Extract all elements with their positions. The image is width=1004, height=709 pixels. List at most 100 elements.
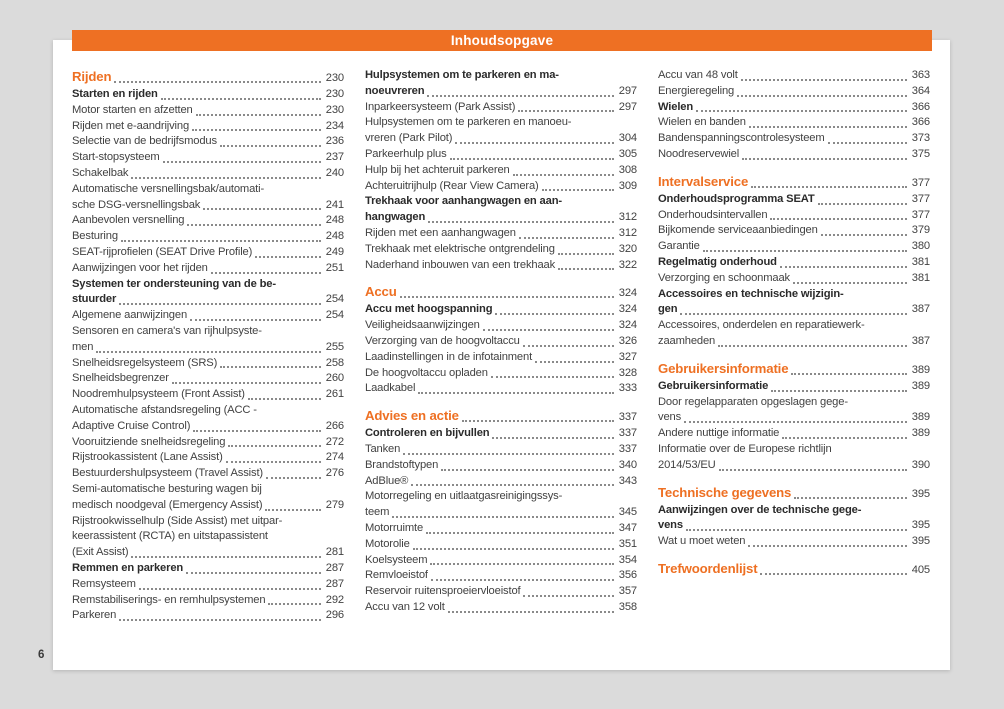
toc-entry-line: Verzorging van de hoogvoltaccu 326: [365, 334, 637, 350]
toc-page-number: 366: [911, 100, 930, 113]
toc-entry-line: sche DSG-versnellingsbak 241: [72, 198, 344, 214]
toc-leader-dots: [512, 173, 614, 176]
toc-entry-label: Advies en actie: [365, 408, 459, 424]
toc-entry-label: Noodremhulpsysteem (Front Assist): [72, 388, 245, 401]
toc-leader-dots: [557, 252, 614, 255]
toc-leader-dots: [820, 234, 907, 237]
toc-entry: Snelheidsregelsysteem (SRS) 258: [72, 356, 344, 372]
toc-page-number: 380: [911, 240, 930, 253]
toc-entry: Brandstoftypen 340: [365, 458, 637, 474]
toc-entry: Rijstrookwisselhulp (Side Assist) met ui…: [72, 514, 344, 561]
toc-leader-dots: [742, 157, 907, 160]
toc-leader-dots: [160, 97, 321, 100]
toc-page-number: 375: [911, 147, 930, 160]
toc-leader-dots: [403, 452, 614, 455]
toc-page-number: 254: [325, 309, 344, 322]
toc-page-number: 258: [325, 356, 344, 369]
toc-leader-dots: [792, 281, 907, 284]
toc-entry-label: vens: [658, 519, 683, 532]
toc-entry-line: Vooruitziende snelheidsregeling 272: [72, 435, 344, 451]
toc-entry: Technische gegevens 395: [658, 484, 930, 503]
toc-leader-dots: [718, 344, 907, 347]
toc-page-number: 337: [618, 442, 637, 455]
toc-entry-label: Brandstoftypen: [365, 458, 439, 471]
toc-entry-line: Achteruitrijhulp (Rear View Camera) 309: [365, 179, 637, 195]
toc-leader-dots: [541, 189, 614, 192]
toc-entry-line: (Exit Assist) 281: [72, 545, 344, 561]
toc-entry-line: Gebruikersinformatie 389: [658, 379, 930, 395]
toc-page-number: 266: [325, 419, 344, 432]
toc-entry-label: Remstabiliserings- en remhulpsystemen: [72, 593, 266, 606]
toc-page-number: 324: [618, 319, 637, 332]
toc-entry-label: (Exit Assist): [72, 546, 129, 559]
toc-leader-dots: [441, 468, 614, 471]
toc-leader-dots: [817, 202, 907, 205]
toc-leader-dots: [771, 389, 907, 392]
toc-page-number: 358: [618, 600, 637, 613]
toc-leader-dots: [418, 392, 614, 395]
toc-entry: Wat u moet weten 395: [658, 534, 930, 550]
toc-entry: Sensoren en camera's van rijhulpsyste-me…: [72, 324, 344, 356]
toc-entry-line: 2014/53/EU 390: [658, 458, 930, 474]
toc-entry-label: Andere nuttige informatie: [658, 427, 780, 440]
toc-page-number: 297: [618, 100, 637, 113]
toc-entry-label: Rijden met een aanhangwagen: [365, 226, 516, 239]
toc-leader-dots: [171, 382, 321, 385]
toc-entry: Aanbevolen versnelling 248: [72, 213, 344, 229]
toc-entry-line: noeuvreren 297: [365, 84, 637, 100]
toc-entry-line: Noodreservewiel 375: [658, 147, 930, 163]
toc-leader-dots: [782, 436, 907, 439]
toc-entry-line: Koelsysteem 354: [365, 553, 637, 569]
toc-leader-dots: [225, 461, 321, 464]
toc-entry-label: Snelheidsbegrenzer: [72, 372, 169, 385]
toc-entry: Informatie over de Europese richtlijn 201…: [658, 442, 930, 474]
toc-leader-dots: [427, 94, 614, 97]
toc-entry: Door regelapparaten opgeslagen gege-vens…: [658, 395, 930, 427]
page-number: 6: [38, 649, 45, 661]
toc-page-number: 337: [618, 411, 637, 424]
toc-page-number: 249: [325, 245, 344, 258]
toc-entry-line: Motorregeling en uitlaatgasreinigingssys…: [365, 490, 563, 503]
toc-entry-label: 2014/53/EU: [658, 458, 716, 471]
toc-leader-dots: [119, 619, 321, 622]
toc-entry-line: Laadinstellingen in de infotainment 327: [365, 350, 637, 366]
toc-entry-line: Bandenspanningscontrolesysteem 373: [658, 131, 930, 147]
toc-entry-line: Parkeerhulp plus 305: [365, 147, 637, 163]
toc-page-number: 287: [325, 577, 344, 590]
toc-entry-label: Parkeerhulp plus: [365, 147, 447, 160]
toc-leader-dots: [96, 350, 321, 353]
toc-entry-line: Trekhaak voor aanhangwagen en aan-: [365, 195, 562, 208]
toc-entry-label: Rijden: [72, 69, 112, 84]
toc-leader-dots: [495, 313, 614, 316]
toc-page-number: 379: [911, 224, 930, 237]
page-title: Inhoudsopgave: [450, 33, 554, 48]
toc-page-number: 340: [618, 458, 637, 471]
toc-page-number: 389: [911, 363, 930, 376]
toc-page-number: 237: [325, 151, 344, 164]
toc-leader-dots: [399, 296, 614, 299]
toc-entry-line: Tanken 337: [365, 442, 637, 458]
toc-page-number: 248: [325, 230, 344, 243]
toc-entry-label: Rijden met e-aandrijving: [72, 119, 190, 132]
toc-entry-line: Motorolie 351: [365, 537, 637, 553]
toc-entry-line: Snelheidsregelsysteem (SRS) 258: [72, 356, 344, 372]
toc-leader-dots: [684, 421, 907, 424]
toc-entry-line: keerassistent (RCTA) en uitstapassistent: [72, 530, 268, 543]
toc-page-number: 389: [911, 411, 930, 424]
toc-leader-dots: [718, 468, 907, 471]
toc-leader-dots: [392, 515, 614, 518]
toc-page-number: 387: [911, 303, 930, 316]
toc-page-number: 364: [911, 84, 930, 97]
toc-entry-label: Wat u moet weten: [658, 535, 746, 548]
toc-entry-line: Aanbevolen versnelling 248: [72, 213, 344, 229]
toc-entry-label: vens: [658, 411, 682, 424]
toc-entry-line: Technische gegevens 395: [658, 484, 930, 503]
toc-page-number: 366: [911, 116, 930, 129]
toc-entry-line: Algemene aanwijzingen 254: [72, 308, 344, 324]
toc-entry: Parkeren 296: [72, 608, 344, 624]
toc-entry: Remmen en parkeren 287: [72, 561, 344, 577]
toc-entry: Andere nuttige informatie 389: [658, 426, 930, 442]
toc-entry-line: gen 387: [658, 302, 930, 318]
toc-entry-label: Remmen en parkeren: [72, 561, 184, 574]
